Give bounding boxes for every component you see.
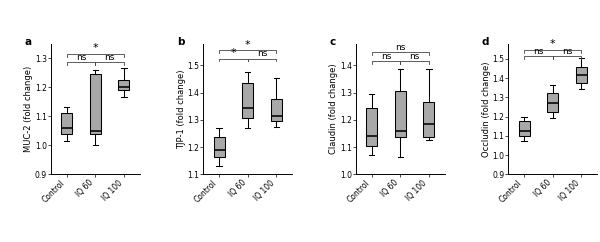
Y-axis label: Claudin (fold change): Claudin (fold change) (329, 64, 338, 154)
PathPatch shape (242, 83, 253, 118)
PathPatch shape (118, 80, 130, 90)
Y-axis label: TJP-1 (fold change): TJP-1 (fold change) (177, 69, 186, 149)
PathPatch shape (271, 99, 282, 121)
Text: *: * (550, 39, 556, 49)
Text: *: * (92, 43, 98, 53)
Text: a: a (25, 37, 32, 47)
Text: ns: ns (76, 53, 86, 62)
PathPatch shape (395, 91, 406, 137)
PathPatch shape (424, 102, 434, 137)
Text: *: * (230, 48, 236, 58)
PathPatch shape (214, 137, 224, 157)
Text: ns: ns (409, 52, 420, 61)
Text: ns: ns (381, 52, 391, 61)
Text: *: * (245, 40, 251, 50)
PathPatch shape (547, 93, 558, 112)
Y-axis label: Occludin (fold change): Occludin (fold change) (482, 61, 491, 157)
Text: ns: ns (257, 49, 267, 58)
Text: ns: ns (562, 47, 572, 56)
PathPatch shape (366, 107, 377, 146)
PathPatch shape (518, 121, 530, 136)
Y-axis label: MUC-2 (fold change): MUC-2 (fold change) (25, 66, 34, 152)
PathPatch shape (90, 74, 101, 134)
Text: d: d (482, 37, 489, 47)
Text: ns: ns (533, 47, 544, 56)
PathPatch shape (61, 113, 72, 134)
Text: c: c (329, 37, 335, 47)
Text: ns: ns (395, 43, 406, 52)
Text: ns: ns (104, 53, 115, 62)
PathPatch shape (576, 67, 587, 83)
Text: b: b (177, 37, 184, 47)
